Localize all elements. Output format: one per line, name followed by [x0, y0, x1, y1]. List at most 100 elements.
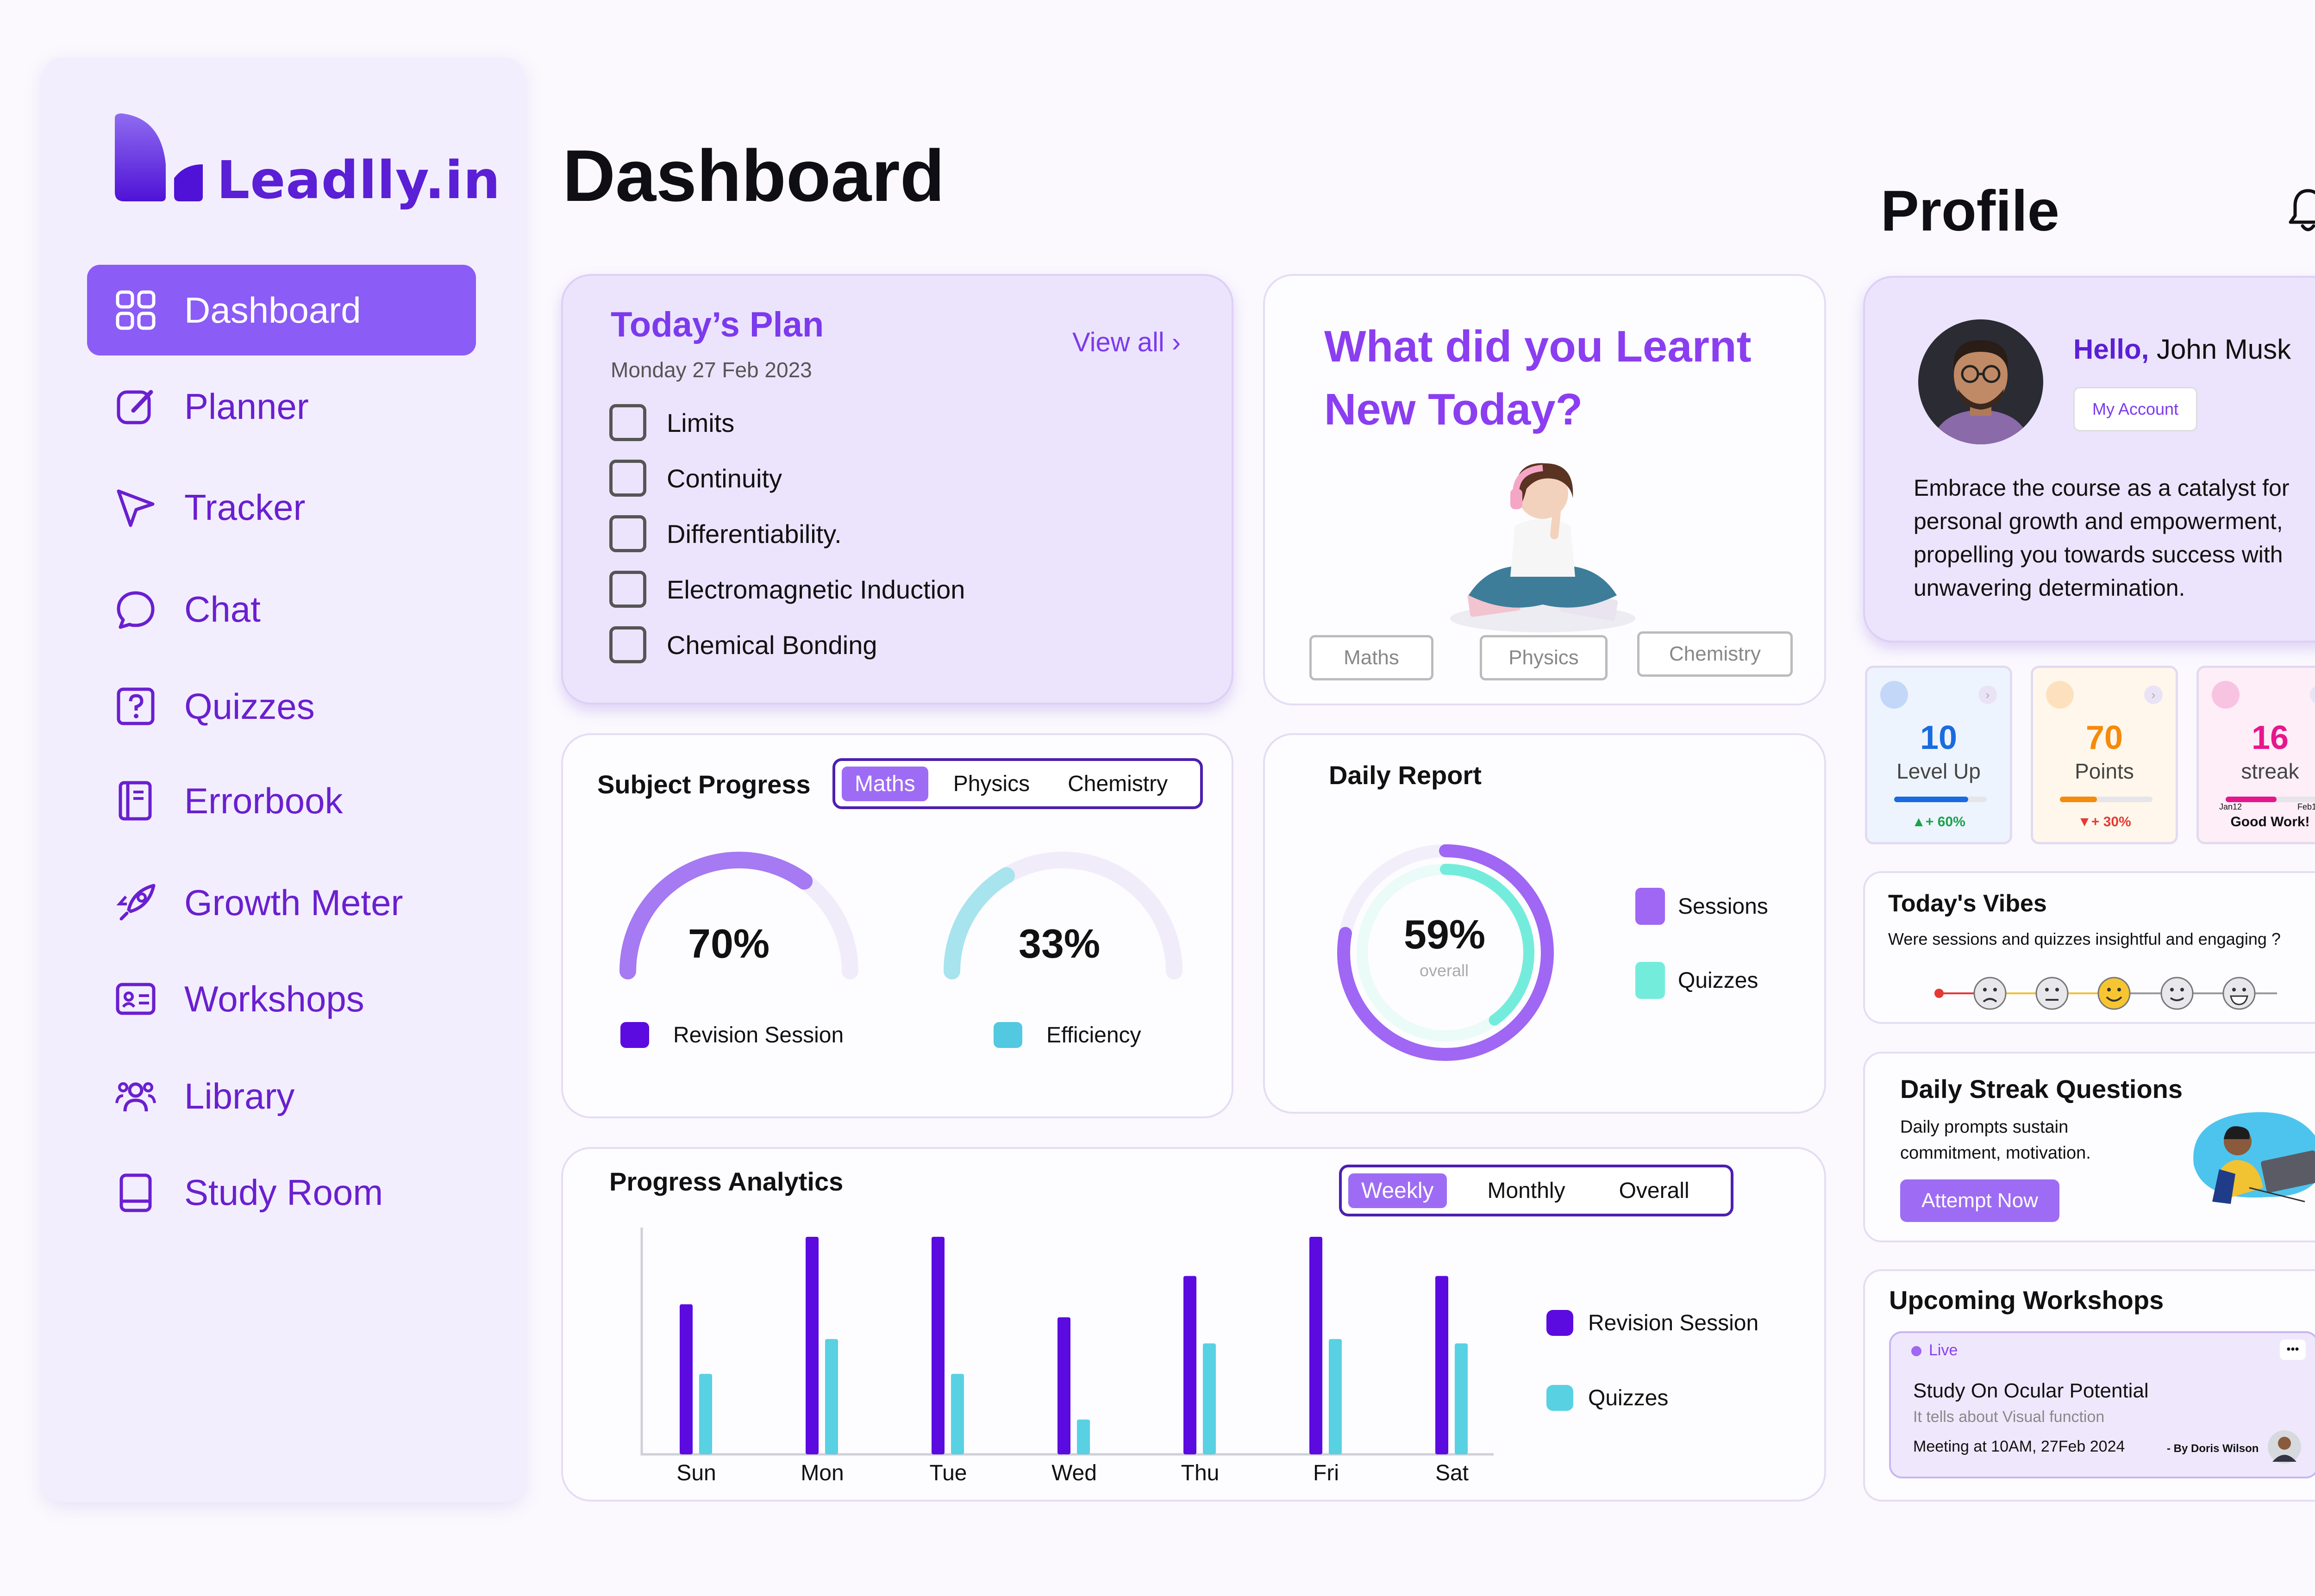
stat-label: Points [2075, 759, 2134, 783]
workshops-title: Upcoming Workshops [1889, 1285, 2164, 1315]
navigation-icon [117, 489, 155, 527]
sidebar-item-chat[interactable]: Chat [87, 564, 476, 655]
chip-physics[interactable]: Physics [1480, 635, 1608, 680]
bar-quizzes-fri [1329, 1339, 1342, 1454]
sidebar-item-dashboard[interactable]: Dashboard [87, 265, 476, 355]
stat-card[interactable]: › 70 Points ▼+ 30% [2031, 666, 2178, 844]
bar-quizzes-thu [1203, 1343, 1216, 1454]
logo-mark-icon [115, 113, 203, 201]
sidebar-item-workshops[interactable]: Workshops [87, 954, 476, 1044]
tab-overall[interactable]: Overall [1619, 1178, 1689, 1203]
daily-streak-card: Daily Streak Questions Daily prompts sus… [1863, 1052, 2315, 1242]
legend-swatch [1546, 1385, 1573, 1411]
chip-maths[interactable]: Maths [1309, 635, 1433, 680]
sidebar-item-errorbook[interactable]: Errorbook [87, 755, 476, 846]
sidebar-item-planner[interactable]: Planner [87, 361, 476, 452]
stat-progress-fill [2226, 797, 2277, 802]
daily-report-title: Daily Report [1329, 761, 1482, 790]
tab-chemistry[interactable]: Chemistry [1068, 771, 1168, 796]
task-checkbox[interactable] [609, 515, 646, 552]
tab-maths[interactable]: Maths [842, 766, 928, 801]
tab-weekly[interactable]: Weekly [1348, 1173, 1447, 1208]
sidebar-item-study-room[interactable]: Study Room [87, 1147, 476, 1238]
tablet-icon [119, 1173, 152, 1212]
task-label: Chemical Bonding [667, 630, 877, 660]
bar-revision-session-sat [1435, 1276, 1448, 1454]
chevron-right-icon[interactable]: › [2144, 686, 2163, 704]
stat-sub: ▼+ 30% [2077, 814, 2131, 829]
profile-title: Profile [1881, 179, 2059, 243]
task-item[interactable]: Differentiability. [609, 513, 842, 555]
my-account-button[interactable]: My Account [2073, 387, 2197, 431]
task-checkbox[interactable] [609, 460, 646, 497]
bar-quizzes-sat [1455, 1343, 1468, 1454]
task-item[interactable]: Electromagnetic Induction [609, 568, 965, 610]
x-tick-label: Mon [801, 1461, 844, 1485]
chat-bubble-icon [117, 591, 155, 629]
task-item[interactable]: Limits [609, 402, 734, 443]
emoji-slight-smile-icon[interactable] [2159, 976, 2195, 1011]
efficiency-gauge-arc [944, 867, 1015, 979]
legend-revision-session: Revision Session [1546, 1310, 1758, 1336]
chip-chemistry[interactable]: Chemistry [1637, 631, 1793, 677]
emoji-happy-icon[interactable] [2096, 976, 2132, 1011]
task-item[interactable]: Continuity [609, 457, 782, 499]
brand-logo[interactable]: Leadlly.in [115, 113, 500, 211]
sidebar-item-growth-meter[interactable]: Growth Meter [87, 857, 476, 948]
sidebar-item-quizzes[interactable]: Quizzes [87, 661, 476, 752]
avatar[interactable] [1918, 319, 2043, 444]
legend-label: Sessions [1678, 894, 1768, 919]
sidebar-item-tracker[interactable]: Tracker [87, 462, 476, 553]
stat-progress-fill [2060, 797, 2097, 802]
student-laptop-illustration [2193, 1112, 2315, 1204]
legend-label: Revision Session [1588, 1310, 1759, 1335]
sidebar-item-label: Planner [184, 386, 309, 427]
sidebar-item-library[interactable]: Library [87, 1051, 476, 1141]
task-checkbox[interactable] [609, 571, 646, 608]
sidebar-item-label: Tracker [184, 486, 306, 528]
view-all-link[interactable]: View all › [1072, 327, 1181, 357]
sessions-arc [1337, 844, 1554, 1061]
legend-swatch [1635, 962, 1665, 999]
stat-sub: ▲+ 60% [1912, 814, 1965, 829]
streak-desc-2: commitment, motivation. [1900, 1143, 2091, 1163]
stat-label: streak [2241, 759, 2299, 783]
task-label: Limits [667, 408, 735, 437]
workshop-item[interactable]: Live ••• Study On Ocular Potential It te… [1889, 1331, 2315, 1478]
legend-label: Revision Session [673, 1022, 844, 1047]
brand-name: Leadlly.in [217, 150, 501, 211]
users-icon [115, 1082, 156, 1112]
sidebar-item-label: Growth Meter [184, 882, 403, 923]
revision-gauge-arc [619, 852, 813, 979]
stat-card[interactable]: › 16 streak Good Work! Jan12 Feb12 [2196, 666, 2315, 844]
emoji-sad-icon[interactable] [1972, 976, 2008, 1011]
vibes-question: Were sessions and quizzes insightful and… [1888, 929, 2281, 948]
x-tick-label: Sat [1435, 1461, 1469, 1485]
stat-card[interactable]: › 10 Level Up ▲+ 60% [1865, 666, 2012, 844]
profile-card: Hello, John Musk My Account Embrace the … [1863, 276, 2315, 642]
emoji-neutral-icon[interactable] [2034, 976, 2070, 1011]
task-label: Differentiability. [667, 519, 842, 549]
task-checkbox[interactable] [609, 626, 646, 663]
attempt-now-button[interactable]: Attempt Now [1900, 1179, 2059, 1222]
task-item[interactable]: Chemical Bonding [609, 624, 877, 666]
workshop-menu-icon[interactable]: ••• [2280, 1340, 2306, 1360]
chevron-right-icon[interactable]: › [1978, 686, 1997, 704]
chevron-right-icon[interactable]: › [2310, 686, 2315, 704]
emoji-grin-icon[interactable] [2221, 976, 2257, 1011]
task-checkbox[interactable] [609, 404, 646, 441]
tab-monthly[interactable]: Monthly [1487, 1178, 1565, 1203]
legend-sessions: Sessions [1635, 888, 1768, 925]
revision-gauge [619, 852, 858, 979]
legend-quizzes: Quizzes [1635, 962, 1758, 999]
x-tick-label: Wed [1051, 1461, 1097, 1485]
user-name: John Musk [2157, 334, 2291, 365]
learnt-today-title: What did you Learnt New Today? [1324, 322, 1752, 434]
legend-label: Efficiency [1046, 1022, 1141, 1047]
analytics-tabs: Weekly Monthly Overall [1339, 1165, 1733, 1216]
tab-physics[interactable]: Physics [953, 771, 1030, 796]
plan-date: Monday 27 Feb 2023 [611, 358, 812, 382]
notification-bell-icon[interactable] [2285, 185, 2315, 236]
host-avatar [2268, 1430, 2301, 1464]
streak-desc-1: Daily prompts sustain [1900, 1117, 2069, 1137]
